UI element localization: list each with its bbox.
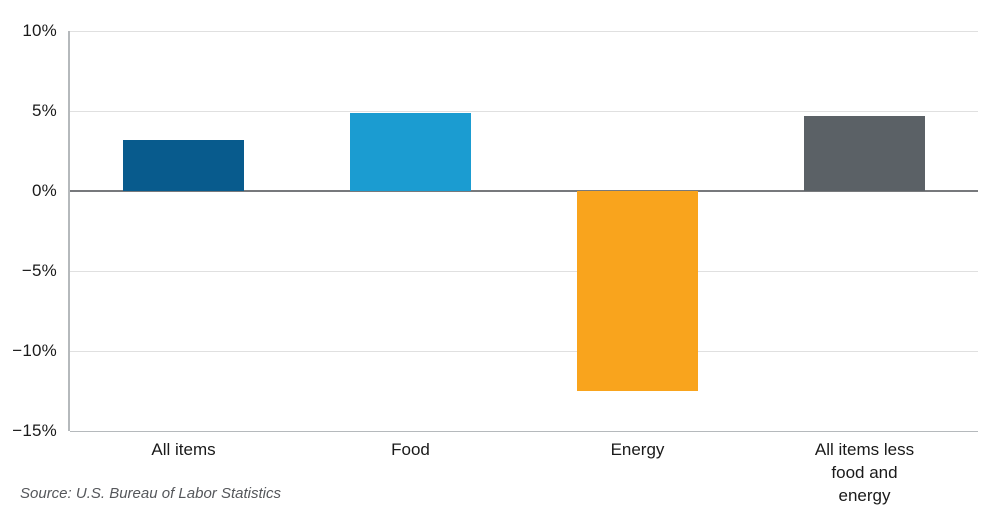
gridline-15pct xyxy=(70,431,978,432)
plot-area xyxy=(68,31,978,432)
y-tick-label-10pct: −10% xyxy=(12,341,57,360)
x-label-all-items: All items xyxy=(151,440,216,459)
y-tick-label-5pct: 5% xyxy=(32,101,57,120)
bar-all-items-less-food-and-energy xyxy=(804,115,925,191)
x-axis-labels: All items Food Energy All items less food a… xyxy=(70,439,978,505)
gridline-5pct xyxy=(70,271,978,272)
x-label-energy: Energy xyxy=(610,440,665,459)
y-tick-label-5pct: −5% xyxy=(21,261,57,280)
y-tick-label-15pct: −15% xyxy=(12,421,57,440)
y-tick-label-10pct: 10% xyxy=(22,21,57,40)
x-label-all-items-less-food-and-energy: All items less food and energy xyxy=(814,440,915,505)
bar-energy xyxy=(577,191,698,391)
gridline-10pct xyxy=(70,351,978,352)
bar-all-items xyxy=(123,139,244,191)
bar-food xyxy=(350,112,471,191)
y-axis-ticks: 10% 5% 0% −5% −10% −15% xyxy=(0,21,57,440)
gridline-10pct xyxy=(70,31,978,32)
x-label-food: Food xyxy=(391,440,430,459)
y-axis-line xyxy=(68,31,70,431)
gridline-5pct xyxy=(70,111,978,112)
y-tick-label-0pct: 0% xyxy=(32,181,57,200)
source-note: Source: U.S. Bureau of Labor Statistics xyxy=(20,485,281,502)
gridline-0pct xyxy=(70,190,978,192)
